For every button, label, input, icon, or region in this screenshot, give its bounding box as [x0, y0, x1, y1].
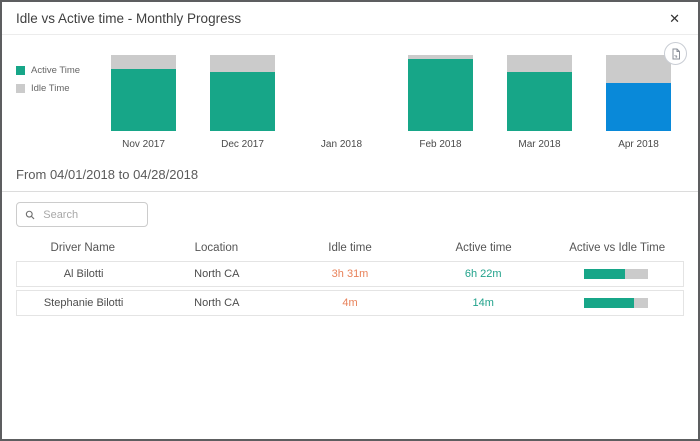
search-icon [25, 210, 35, 219]
stacked-bar[interactable] [309, 55, 374, 131]
header-location: Location [194, 242, 239, 254]
page-title: Idle vs Active time - Monthly Progress [16, 10, 242, 26]
header-driver-name: Driver Name [50, 242, 116, 254]
driver-name-cell: Stephanie Bilotti [43, 297, 124, 309]
table-row[interactable]: Stephanie Bilotti North CA 4m 14m [16, 290, 684, 316]
monthly-progress-chart: Active Time Idle Time Nov 2017 Dec 2017 Ja… [16, 51, 688, 151]
chart-category-label: Dec 2017 [221, 139, 264, 150]
stacked-bar[interactable] [111, 55, 176, 131]
export-report-button[interactable] [664, 42, 687, 65]
active-ratio-fill [584, 269, 626, 279]
chart-category-label: Jan 2018 [320, 139, 363, 150]
table-row[interactable]: Al Bilotti North CA 3h 31m 6h 22m [16, 261, 684, 287]
active-time-segment[interactable] [507, 71, 572, 131]
table-header-row: Driver Name Location Idle time Active ti… [16, 235, 684, 261]
stacked-bar[interactable] [606, 55, 671, 131]
active-vs-idle-cell [550, 298, 683, 308]
chart-column-dec-2017[interactable]: Dec 2017 [193, 51, 292, 151]
search-input[interactable] [41, 207, 139, 222]
chart-category-label: Feb 2018 [419, 139, 462, 150]
chart-legend: Active Time Idle Time [16, 51, 94, 151]
idle-time-segment[interactable] [111, 55, 176, 69]
close-icon[interactable]: ✕ [665, 10, 684, 27]
active-time-segment[interactable] [606, 83, 671, 131]
date-range-label: From 04/01/2018 to 04/28/2018 [2, 167, 698, 192]
export-file-icon [672, 48, 680, 59]
chart-column-feb-2018[interactable]: Feb 2018 [391, 51, 490, 151]
active-time-cell: 6h 22m [464, 268, 502, 280]
legend-label: Active Time [31, 65, 81, 76]
active-ratio-fill [584, 298, 635, 308]
chart-column-nov-2017[interactable]: Nov 2017 [94, 51, 193, 151]
active-time-swatch [16, 66, 25, 75]
active-time-cell: 14m [472, 297, 494, 309]
active-time-segment[interactable] [408, 58, 473, 131]
legend-item-idle-time[interactable]: Idle Time [16, 83, 94, 94]
active-vs-idle-bar [584, 298, 649, 308]
idle-time-segment[interactable] [606, 55, 671, 84]
drivers-table: Driver Name Location Idle time Active ti… [16, 235, 684, 316]
stacked-bar[interactable] [408, 55, 473, 131]
stacked-bar[interactable] [507, 55, 572, 131]
chart-category-label: Mar 2018 [518, 139, 561, 150]
idle-time-segment[interactable] [210, 55, 275, 72]
chart-category-label: Nov 2017 [122, 139, 165, 150]
location-cell: North CA [194, 268, 240, 280]
chart-column-apr-2018[interactable]: Apr 2018 [589, 51, 688, 151]
search-box[interactable] [16, 202, 148, 227]
header-idle-time: Idle time [328, 242, 372, 254]
idle-time-cell: 4m [342, 297, 358, 309]
stacked-bar[interactable] [210, 55, 275, 131]
legend-label: Idle Time [31, 83, 70, 94]
header-active-time: Active time [455, 242, 512, 254]
active-time-segment[interactable] [210, 71, 275, 131]
dialog-header: Idle vs Active time - Monthly Progress ✕ [2, 2, 698, 35]
idle-time-swatch [16, 84, 25, 93]
driver-name-cell: Al Bilotti [63, 268, 104, 280]
active-vs-idle-bar [584, 269, 649, 279]
location-cell: North CA [194, 297, 240, 309]
idle-time-segment[interactable] [507, 55, 572, 72]
header-active-vs-idle: Active vs Idle Time [569, 242, 666, 254]
chart-plot-area: Nov 2017 Dec 2017 Jan 2018 Feb 2018 Mar 2018… [94, 51, 688, 151]
chart-column-mar-2018[interactable]: Mar 2018 [490, 51, 589, 151]
idle-time-cell: 3h 31m [331, 268, 369, 280]
idle-time-segment[interactable] [408, 55, 473, 59]
active-vs-idle-cell [550, 269, 683, 279]
chart-category-label: Apr 2018 [618, 139, 659, 150]
active-time-segment[interactable] [111, 68, 176, 131]
legend-item-active-time[interactable]: Active Time [16, 65, 94, 76]
chart-column-jan-2018[interactable]: Jan 2018 [292, 51, 391, 151]
